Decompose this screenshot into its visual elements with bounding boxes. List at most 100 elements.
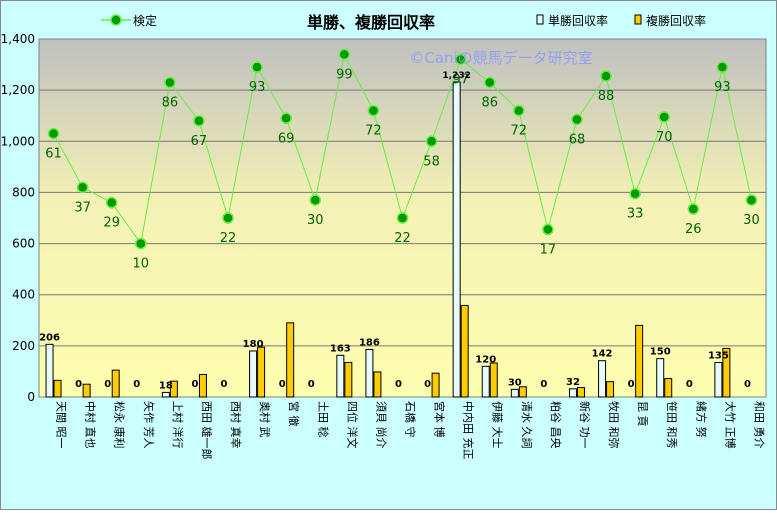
line-point xyxy=(629,187,641,200)
x-category-label: 石橋 守 xyxy=(404,401,418,438)
x-category-label: 中村 直也 xyxy=(84,401,98,449)
line-point xyxy=(687,203,700,215)
bar-value-label: 163 xyxy=(330,343,351,354)
bar-value-label: 0 xyxy=(104,379,111,390)
bar-place xyxy=(489,362,498,398)
line-point xyxy=(338,48,351,61)
line-value-label: 58 xyxy=(423,154,440,169)
bar-value-label: 0 xyxy=(686,379,693,390)
x-category-label: 中内田 充正 xyxy=(462,401,476,460)
legend-line-marker xyxy=(110,14,122,26)
line-value-label: 30 xyxy=(743,213,760,228)
line-point xyxy=(47,127,60,140)
bar-win xyxy=(249,350,258,398)
line-value-label: 26 xyxy=(685,222,702,237)
line-point xyxy=(396,212,409,224)
bar-value-label: 0 xyxy=(221,379,228,390)
bar-value-label: 0 xyxy=(133,379,140,390)
line-point xyxy=(309,194,322,206)
x-category-label: 宮 徹 xyxy=(287,401,301,427)
bars xyxy=(45,81,731,398)
line-value-label: 86 xyxy=(162,95,179,110)
line-value-label: 72 xyxy=(365,124,382,139)
bar-value-label: 135 xyxy=(708,350,729,361)
line-value-label: 99 xyxy=(336,67,353,82)
x-category-label: 宮本 博 xyxy=(433,401,447,438)
x-category-label: 伊藤 大士 xyxy=(491,401,505,449)
bar-win xyxy=(452,81,461,398)
bar-value-label: 120 xyxy=(475,354,496,365)
x-axis-categories: 天間 昭一 中村 直也 松永 康利 矢作 芳人 上村 洋行 西田 雄一郎 西村 真幸 奥村 武… xyxy=(55,401,766,460)
bar-place xyxy=(576,387,585,398)
y-tick-label: 1,400 xyxy=(1,32,35,46)
line-point xyxy=(280,112,292,125)
y-axis-ticks: 0 200 400 600 800 1,000 1,200 1,400 xyxy=(1,32,35,404)
y-tick-label: 800 xyxy=(12,185,35,199)
line-point xyxy=(571,113,583,126)
line-point xyxy=(76,181,89,194)
line-value-label: 61 xyxy=(45,147,62,162)
chart-title: 単勝、複勝回収率 xyxy=(307,13,435,32)
bar-value-label: 0 xyxy=(308,379,315,390)
x-category-label: 和田 勇介 xyxy=(752,401,765,449)
line-point xyxy=(425,135,438,148)
x-category-label: 西村 真幸 xyxy=(229,401,243,449)
bar-value-label: 1,232 xyxy=(442,71,470,81)
bar-value-label: 0 xyxy=(628,379,635,390)
bar-place xyxy=(82,383,91,398)
line-value-label: 30 xyxy=(307,213,324,228)
watermark: ©Caniの競馬データ研究室 xyxy=(409,49,592,67)
bar-win xyxy=(656,358,665,398)
bar-value-label: 18 xyxy=(159,380,173,391)
x-category-label: 土田 稔 xyxy=(316,401,330,438)
line-value-label: 88 xyxy=(598,89,615,104)
bar-win xyxy=(714,361,723,398)
line-point xyxy=(454,53,467,66)
data-labels: 61 37 29 10 86 67 22 93 69 30 99 72 22 58 97 86 72 17 68 88… xyxy=(39,67,760,391)
bar-place xyxy=(257,346,266,398)
bar-win xyxy=(161,391,170,398)
line-series xyxy=(47,48,758,250)
x-category-label: 上村 洋行 xyxy=(171,401,185,449)
line-point xyxy=(542,223,554,236)
y-tick-label: 1,200 xyxy=(1,83,35,97)
bar-value-label: 0 xyxy=(744,379,751,390)
x-category-label: 清水 久詞 xyxy=(520,401,533,449)
bar-win xyxy=(336,354,345,398)
line-point xyxy=(658,111,670,123)
line-point xyxy=(367,104,380,117)
bar-win xyxy=(598,360,607,398)
legend-bar1-swatch xyxy=(536,14,544,25)
bar-value-label: 0 xyxy=(279,379,286,390)
x-category-label: 矢作 芳人 xyxy=(142,401,156,449)
bar-place xyxy=(111,369,120,398)
bar-value-label: 206 xyxy=(39,332,60,343)
bar-place xyxy=(635,324,644,398)
x-category-label: 奥村 武 xyxy=(258,401,272,438)
x-category-label: 笹田 和秀 xyxy=(665,401,678,449)
x-category-label: 粕谷 昌央 xyxy=(549,401,563,449)
bar-place xyxy=(344,361,353,398)
bar-place xyxy=(460,304,469,398)
line-value-label: 70 xyxy=(656,130,673,145)
line-value-label: 22 xyxy=(220,231,237,246)
line-value-label: 93 xyxy=(714,80,731,95)
bar-value-label: 0 xyxy=(191,379,198,390)
bar-value-label: 0 xyxy=(540,379,547,390)
bar-place xyxy=(373,371,382,398)
line-value-label: 22 xyxy=(394,231,411,246)
legend-bar2-label: 複勝回収率 xyxy=(646,13,706,28)
x-category-label: 牧田 和弥 xyxy=(607,401,621,449)
line-value-label: 93 xyxy=(249,80,266,95)
line-point xyxy=(222,212,234,224)
line-value-label: 10 xyxy=(133,257,150,272)
x-category-label: 緒方 努 xyxy=(694,401,708,438)
bar-win xyxy=(568,388,577,398)
bar-value-label: 0 xyxy=(395,379,402,390)
bar-win xyxy=(45,343,54,398)
x-category-label: 天間 昭一 xyxy=(55,401,68,449)
bar-place xyxy=(606,381,615,398)
line-value-label: 72 xyxy=(511,124,528,139)
